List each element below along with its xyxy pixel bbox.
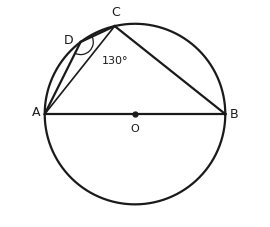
- Text: B: B: [230, 108, 238, 121]
- Text: A: A: [32, 106, 40, 119]
- Text: C: C: [111, 6, 120, 19]
- Text: D: D: [64, 34, 73, 47]
- Text: O: O: [131, 124, 139, 134]
- Text: 130°: 130°: [101, 56, 128, 66]
